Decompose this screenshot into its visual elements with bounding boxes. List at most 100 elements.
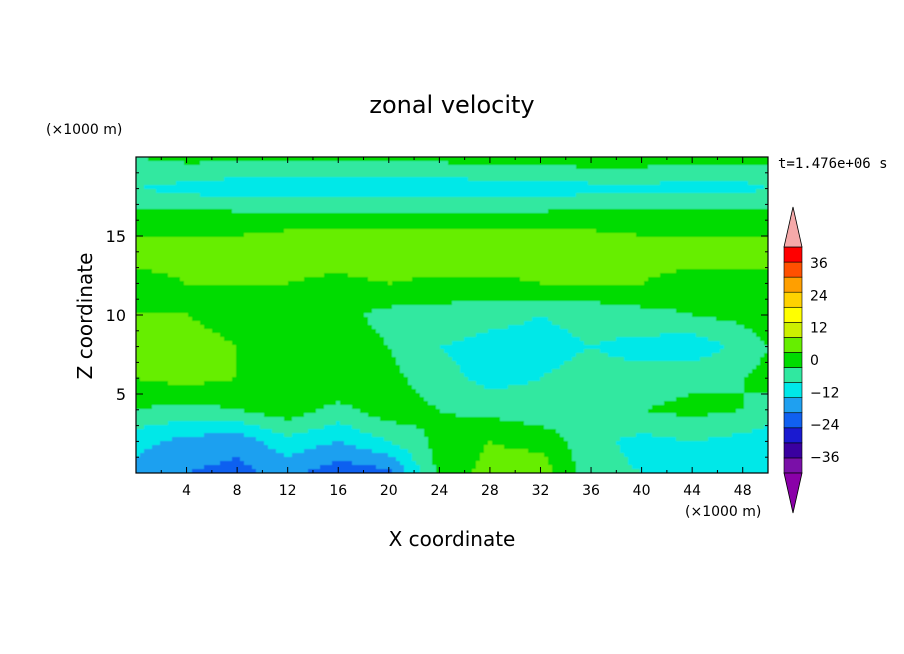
heatmap-cell: [464, 161, 469, 166]
heatmap-cell: [656, 245, 661, 250]
heatmap-cell: [544, 229, 549, 234]
heatmap-cell: [184, 169, 189, 174]
heatmap-cell: [184, 177, 189, 182]
heatmap-cell: [656, 221, 661, 226]
heatmap-cell: [620, 197, 625, 202]
heatmap-cell: [436, 181, 441, 186]
heatmap-cell: [376, 265, 381, 270]
heatmap-cell: [384, 269, 389, 274]
heatmap-cell: [688, 261, 693, 266]
heatmap-cell: [164, 173, 169, 178]
heatmap-cell: [736, 257, 741, 262]
heatmap-cell: [764, 181, 768, 186]
heatmap-cell: [188, 265, 193, 270]
heatmap-cell: [300, 269, 305, 274]
heatmap-cell: [204, 225, 209, 230]
heatmap-cell: [388, 185, 393, 190]
heatmap-cell: [140, 205, 145, 210]
heatmap-cell: [628, 193, 633, 198]
heatmap-cell: [392, 249, 397, 254]
heatmap-cell: [408, 193, 413, 198]
heatmap-cell: [276, 237, 281, 242]
heatmap-cell: [452, 273, 457, 278]
heatmap-cell: [648, 233, 653, 238]
heatmap-cell: [656, 173, 661, 178]
heatmap-cell: [248, 177, 253, 182]
heatmap-cell: [732, 265, 737, 270]
heatmap-cell: [680, 197, 685, 202]
heatmap-cell: [520, 241, 525, 246]
heatmap-cell: [624, 185, 629, 190]
heatmap-cell: [328, 277, 333, 282]
heatmap-cell: [264, 157, 269, 162]
heatmap-cell: [764, 185, 768, 190]
heatmap-cell: [224, 193, 229, 198]
heatmap-cell: [328, 173, 333, 178]
heatmap-cell: [400, 201, 405, 206]
heatmap-cell: [716, 269, 721, 274]
heatmap-cell: [444, 233, 449, 238]
heatmap-cell: [292, 201, 297, 206]
heatmap-cell: [436, 209, 441, 214]
heatmap-cell: [660, 197, 665, 202]
heatmap-cell: [608, 197, 613, 202]
heatmap-cell: [736, 157, 741, 162]
heatmap-cell: [600, 245, 605, 250]
heatmap-cell: [336, 177, 341, 182]
heatmap-cell: [520, 225, 525, 230]
heatmap-cell: [156, 221, 161, 226]
heatmap-cell: [644, 169, 649, 174]
heatmap-cell: [408, 257, 413, 262]
heatmap-cell: [620, 269, 625, 274]
heatmap-cell: [364, 209, 369, 214]
heatmap-cell: [480, 209, 485, 214]
heatmap-cell: [164, 221, 169, 226]
heatmap-cell: [208, 165, 213, 170]
heatmap-cell: [228, 185, 233, 190]
heatmap-cell: [512, 249, 517, 254]
heatmap-cell: [300, 193, 305, 198]
heatmap-cell: [416, 269, 421, 274]
heatmap-cell: [612, 269, 617, 274]
heatmap-cell: [568, 189, 573, 194]
heatmap-cell: [400, 169, 405, 174]
heatmap-cell: [424, 213, 429, 218]
heatmap-cell: [648, 265, 653, 270]
heatmap-cell: [144, 213, 149, 218]
heatmap-cell: [192, 217, 197, 222]
heatmap-cell: [144, 241, 149, 246]
heatmap-cell: [480, 245, 485, 250]
heatmap-cell: [620, 217, 625, 222]
heatmap-cell: [460, 245, 465, 250]
heatmap-cell: [644, 245, 649, 250]
heatmap-cell: [692, 221, 697, 226]
heatmap-cell: [188, 269, 193, 274]
heatmap-cell: [240, 245, 245, 250]
heatmap-cell: [212, 261, 217, 266]
heatmap-cell: [352, 237, 357, 242]
heatmap-cell: [236, 281, 241, 286]
heatmap-cell: [208, 261, 213, 266]
heatmap-cell: [536, 161, 541, 166]
heatmap-cell: [608, 249, 613, 254]
heatmap-cell: [596, 181, 601, 186]
heatmap-cell: [752, 181, 757, 186]
heatmap-cell: [728, 233, 733, 238]
heatmap-cell: [504, 245, 509, 250]
heatmap-cell: [564, 221, 569, 226]
heatmap-cell: [460, 221, 465, 226]
heatmap-cell: [488, 257, 493, 262]
heatmap-cell: [744, 257, 749, 262]
heatmap-cell: [584, 201, 589, 206]
heatmap-cell: [504, 189, 509, 194]
heatmap-cell: [460, 193, 465, 198]
heatmap-cell: [440, 253, 445, 258]
heatmap-cell: [704, 209, 709, 214]
heatmap-cell: [688, 253, 693, 258]
heatmap-cell: [724, 173, 729, 178]
heatmap-cell: [352, 253, 357, 258]
heatmap-cell: [580, 177, 585, 182]
heatmap-cell: [176, 249, 181, 254]
heatmap-cell: [240, 221, 245, 226]
heatmap-cell: [600, 165, 605, 170]
